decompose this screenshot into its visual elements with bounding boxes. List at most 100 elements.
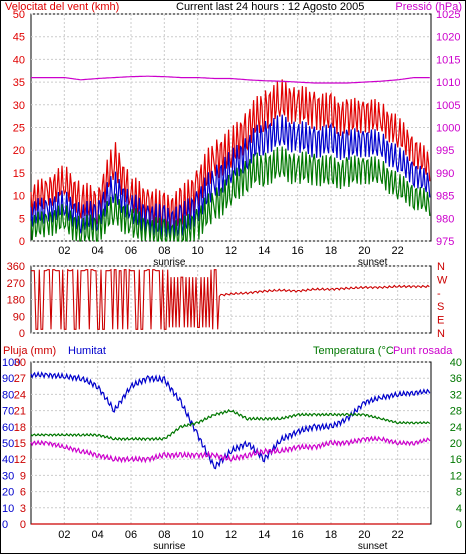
humidity-tick-label: 30 (2, 470, 14, 482)
humidity-axis-title: Humitat (68, 345, 106, 357)
rain-tick-label: 27 (14, 373, 26, 385)
rain-tick-label: 3 (20, 503, 26, 515)
humidity-tick-label: 10 (2, 503, 14, 515)
pressure-tick-label: 975 (436, 236, 454, 248)
pressure-line (31, 75, 430, 84)
wind-tick-label: 5 (19, 213, 25, 225)
humidity-tick-label: 70 (2, 406, 14, 418)
humidity-tick-label: 40 (2, 454, 14, 466)
x-tick-label: 20 (358, 529, 370, 541)
rain-tick-label: 15 (14, 438, 26, 450)
pressure-tick-label: 1010 (436, 77, 460, 89)
x-tick-label: 08 (158, 529, 170, 541)
wind-tick-label: 10 (13, 191, 25, 203)
temperature-tick-label: 40 (450, 357, 462, 369)
chart-title: Current last 24 hours : 12 Agosto 2005 (176, 1, 364, 13)
wind-axis-title: Velocitat del vent (kmh) (5, 1, 119, 13)
pressure-tick-label: 1000 (436, 123, 460, 135)
direction-tick-label: 360 (7, 261, 25, 273)
rain-tick-label: 12 (14, 454, 26, 466)
pressure-tick-label: 1025 (436, 9, 460, 21)
x-tick-label: 10 (192, 529, 204, 541)
pressure-tick-label: 995 (436, 145, 454, 157)
humidity-tick-label: 0 (2, 519, 8, 531)
rain-tick-label: 0 (20, 519, 26, 531)
sunrise-label: sunrise (153, 541, 186, 552)
humidity-tick-label: 50 (2, 438, 14, 450)
pressure-tick-label: 990 (436, 168, 454, 180)
wind-tick-label: 45 (13, 32, 25, 44)
direction-tick-label: 0 (19, 328, 25, 340)
x-tick-label: 02 (58, 245, 70, 257)
humidity-tick-label: 100 (2, 357, 20, 369)
temperature-line (30, 408, 431, 442)
temperature-tick-label: 8 (456, 487, 462, 499)
temperature-tick-label: 0 (456, 519, 462, 531)
humidity-tick-label: 60 (2, 422, 14, 434)
rain-tick-label: 6 (20, 487, 26, 499)
temperature-tick-label: 16 (450, 454, 462, 466)
x-tick-label: 04 (92, 245, 104, 257)
compass-label: E (437, 315, 444, 327)
dewpoint-axis-title: Punt rosada (393, 345, 453, 357)
x-tick-label: 18 (325, 245, 337, 257)
compass-label: S (437, 301, 444, 313)
x-tick-label: 06 (125, 245, 137, 257)
compass-label: W (437, 274, 448, 286)
x-tick-label: 18 (325, 529, 337, 541)
rain-tick-label: 18 (14, 422, 26, 434)
x-tick-label: 14 (258, 245, 270, 257)
x-tick-label: 22 (392, 245, 404, 257)
temperature-tick-label: 20 (450, 438, 462, 450)
temperature-tick-label: 28 (450, 406, 462, 418)
wind-tick-label: 15 (13, 168, 25, 180)
compass-label: N (437, 261, 445, 273)
x-tick-label: 02 (58, 529, 70, 541)
sunset-label: sunset (358, 257, 388, 268)
dewpoint-line (30, 435, 431, 464)
wind-tick-label: 40 (13, 54, 25, 66)
pressure-tick-label: 1005 (436, 100, 460, 112)
x-tick-label: 20 (358, 245, 370, 257)
rain-axis-title: Pluja (mm) (3, 345, 56, 357)
temperature-tick-label: 32 (450, 389, 462, 401)
wind-tick-label: 35 (13, 77, 25, 89)
rain-tick-label: 9 (20, 470, 26, 482)
x-tick-label: 08 (158, 245, 170, 257)
x-tick-label: 12 (225, 245, 237, 257)
wind-tick-label: 30 (13, 100, 25, 112)
pressure-axis-title: Pressió (hPa) (395, 1, 462, 13)
direction-tick-label: 270 (7, 278, 25, 290)
rain-tick-label: 24 (14, 389, 26, 401)
temperature-tick-label: 4 (456, 503, 462, 515)
direction-line (31, 268, 430, 330)
compass-label: N (437, 328, 445, 340)
temperature-tick-label: 12 (450, 470, 462, 482)
rain-tick-label: 21 (14, 406, 26, 418)
wind-minimum-line (30, 146, 431, 243)
x-tick-label: 12 (225, 529, 237, 541)
rain-tick-label: 30 (14, 357, 26, 369)
compass-label: - (437, 288, 441, 300)
humidity-tick-label: 90 (2, 373, 14, 385)
temperature-tick-label: 36 (450, 373, 462, 385)
direction-tick-label: 180 (7, 295, 25, 307)
x-tick-label: 10 (192, 245, 204, 257)
wind-tick-label: 20 (13, 145, 25, 157)
x-tick-label: 14 (258, 529, 270, 541)
wind-pressure-panel: 0510152025303540455097598098599099510001… (13, 9, 461, 268)
x-tick-label: 16 (292, 529, 304, 541)
wind-tick-label: 0 (19, 236, 25, 248)
humidity-tick-label: 20 (2, 487, 14, 499)
pressure-tick-label: 980 (436, 213, 454, 225)
humidity-tick-label: 80 (2, 389, 14, 401)
wind-tick-label: 50 (13, 9, 25, 21)
x-tick-label: 22 (392, 529, 404, 541)
pressure-tick-label: 985 (436, 191, 454, 203)
sunset-label: sunset (358, 541, 388, 552)
humidity-line (30, 370, 431, 470)
